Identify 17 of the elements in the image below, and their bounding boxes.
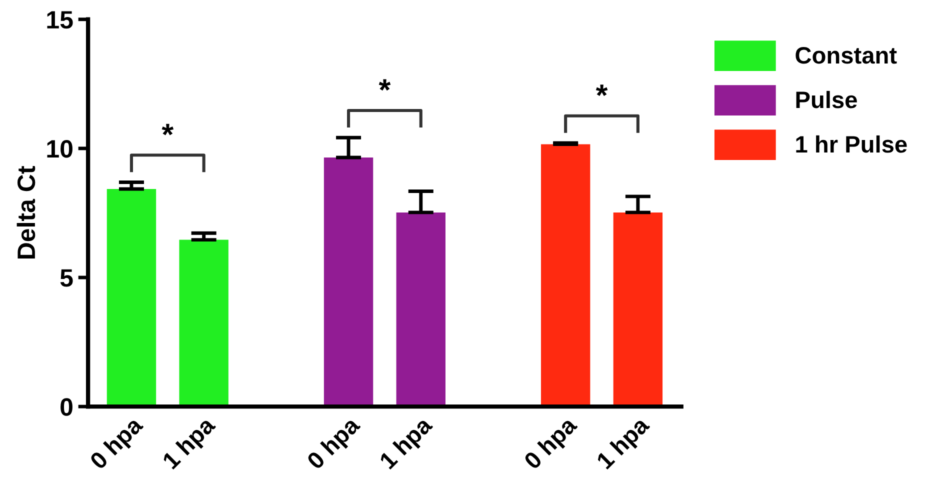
x-tick-label: 0 hpa bbox=[88, 414, 148, 474]
y-tick-label: 5 bbox=[60, 269, 73, 287]
legend-label: Constant bbox=[796, 47, 897, 64]
x-tick-label: 1 hpa bbox=[161, 414, 220, 474]
x-tick-label: 1 hpa bbox=[378, 414, 437, 474]
legend-label: Pulse bbox=[796, 90, 857, 108]
annotation: * bbox=[596, 84, 608, 96]
y-tick-label: 15 bbox=[47, 11, 73, 29]
y-tick-label: 0 bbox=[60, 398, 72, 416]
x-tick-label: 0 hpa bbox=[306, 414, 364, 474]
x-tick-label: 1 hpa bbox=[595, 414, 654, 474]
annotation: * bbox=[162, 124, 174, 136]
x-tick-label: 0 hpa bbox=[522, 414, 582, 474]
legend-label: 1 hr Pulse bbox=[796, 135, 907, 153]
y-axis-title: Delta Ct bbox=[16, 166, 36, 259]
y-tick-label: 10 bbox=[47, 140, 72, 158]
annotation: * bbox=[378, 79, 391, 91]
